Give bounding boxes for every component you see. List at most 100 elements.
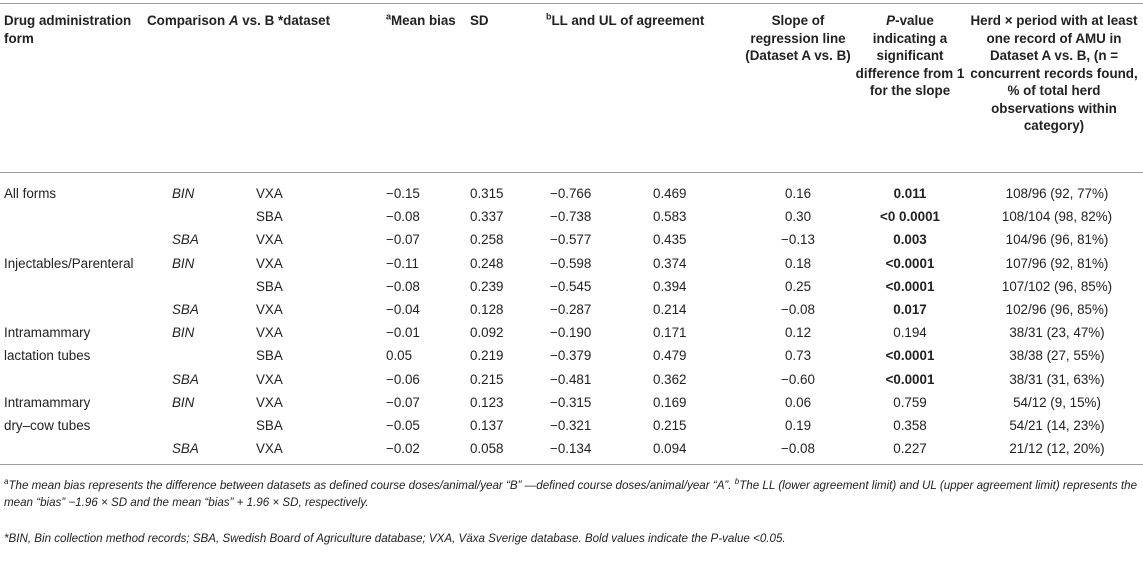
cell-ll: −0.134 [550,441,592,457]
top-rule [0,3,1143,4]
cell-dataset-b: SBA [256,418,283,433]
cell-herd: 102/96 (96, 85%) [1005,302,1109,317]
cell-herd: 107/102 (96, 85%) [1001,278,1113,294]
cell-ul: 0.094 [653,441,687,457]
cell-herd: 38/38 (27, 55%) [1009,348,1105,364]
cell-dataset-b: VXA [256,255,283,271]
header-form: Drug administration form [4,13,132,46]
cell-dataset-b: SBA [256,348,283,364]
cell-mean-bias: −0.07 [386,232,420,248]
cell-slope: −0.08 [781,302,815,317]
cell-mean-bias: −0.06 [386,371,420,387]
cell-dataset-b: VXA [256,232,283,248]
cell-slope: 0.12 [784,325,812,341]
cell-ll: −0.766 [550,186,592,201]
cell-pvalue: <0.0001 [885,348,935,364]
cell-slope: 0.73 [784,348,812,364]
cell-slope: −0.08 [781,441,815,457]
footnote-ab: aThe mean bias represents the difference… [4,477,1138,509]
cell-sd: 0.092 [470,325,504,341]
cell-dataset-a: BIN [172,255,195,271]
cell-sd: 0.137 [470,418,504,433]
cell-ul: 0.583 [653,209,687,225]
cell-pvalue: 0.194 [893,325,927,341]
cell-pvalue: 0.358 [893,418,927,433]
cell-dataset-a: SBA [172,441,199,457]
header-mean-bias: aMean bias [386,11,456,28]
cell-mean-bias: −0.11 [386,255,419,271]
cell-sd: 0.219 [470,348,504,364]
cell-ll: −0.190 [550,325,592,341]
header-slope: Slope of regression line (Dataset A vs. … [745,13,851,63]
cell-slope: 0.25 [784,278,812,294]
cell-ul: 0.214 [653,302,687,317]
cell-mean-bias: −0.01 [386,325,420,341]
cell-form: Injectables/Parenteral [4,255,134,271]
cell-pvalue: <0.0001 [885,255,935,271]
cell-ll: −0.738 [550,209,592,225]
cell-ul: 0.479 [653,348,687,364]
cell-herd: 54/12 (9, 15%) [1013,394,1101,410]
cell-herd: 38/31 (31, 63%) [1009,371,1105,387]
cell-form: lactation tubes [4,348,91,364]
cell-ul: 0.169 [653,394,687,410]
cell-sd: 0.128 [470,302,504,317]
cell-form: Intramammary [4,394,91,410]
cell-herd: 107/96 (92, 81%) [1005,255,1109,271]
cell-dataset-b: VXA [256,394,283,410]
cell-slope: 0.06 [784,394,812,410]
cell-mean-bias: 0.05 [386,348,413,364]
cell-dataset-b: SBA [256,209,283,225]
cell-sd: 0.337 [470,209,504,225]
cell-ll: −0.545 [550,278,592,294]
cell-mean-bias: −0.08 [386,278,420,294]
cell-ll: −0.598 [550,255,592,271]
cell-ul: 0.374 [653,255,687,271]
cell-pvalue: 0.759 [893,394,927,410]
cell-ul: 0.435 [653,232,687,248]
header-herd: Herd × period with at least one record o… [970,13,1138,133]
cell-sd: 0.248 [470,255,504,271]
cell-form: dry–cow tubes [4,418,91,433]
cell-mean-bias: −0.07 [386,394,420,410]
cell-pvalue: <0 0.0001 [880,209,940,225]
cell-mean-bias: −0.05 [386,418,420,433]
cell-mean-bias: −0.04 [386,302,420,317]
cell-dataset-b: VXA [256,186,283,201]
cell-dataset-a: BIN [172,186,195,201]
cell-sd: 0.123 [470,394,504,410]
cell-dataset-b: VXA [256,325,283,341]
cell-ul: 0.362 [653,371,687,387]
cell-sd: 0.215 [470,371,504,387]
cell-mean-bias: −0.02 [386,441,420,457]
cell-ul: 0.215 [653,418,687,433]
cell-pvalue: 0.011 [893,186,927,201]
cell-pvalue: 0.017 [893,302,927,317]
cell-ll: −0.379 [550,348,592,364]
cell-herd: 104/96 (96, 81%) [1005,232,1109,248]
cell-sd: 0.315 [470,186,504,201]
cell-slope: −0.13 [781,232,815,248]
footnote-star: *BIN, Bin collection method records; SBA… [4,532,786,545]
cell-sd: 0.058 [470,441,504,457]
cell-slope: 0.18 [784,255,812,271]
cell-sd: 0.258 [470,232,504,248]
cell-dataset-a: SBA [172,371,199,387]
cell-pvalue: <0.0001 [885,278,935,294]
cell-pvalue: 0.227 [893,441,927,457]
cell-dataset-b: VXA [256,441,283,457]
bottom-rule [0,464,1143,465]
cell-sd: 0.239 [470,278,504,294]
cell-ll: −0.287 [550,302,592,317]
cell-ul: 0.171 [653,325,687,341]
cell-mean-bias: −0.08 [386,209,420,225]
cell-ll: −0.577 [550,232,592,248]
header-comparison: Comparison A vs. B *dataset [147,13,331,28]
cell-slope: 0.30 [784,209,812,225]
cell-form: Intramammary [4,325,91,341]
header-rule [0,172,1143,173]
cell-dataset-a: SBA [172,302,199,317]
cell-mean-bias: −0.15 [386,186,420,201]
cell-slope: 0.16 [784,186,812,201]
